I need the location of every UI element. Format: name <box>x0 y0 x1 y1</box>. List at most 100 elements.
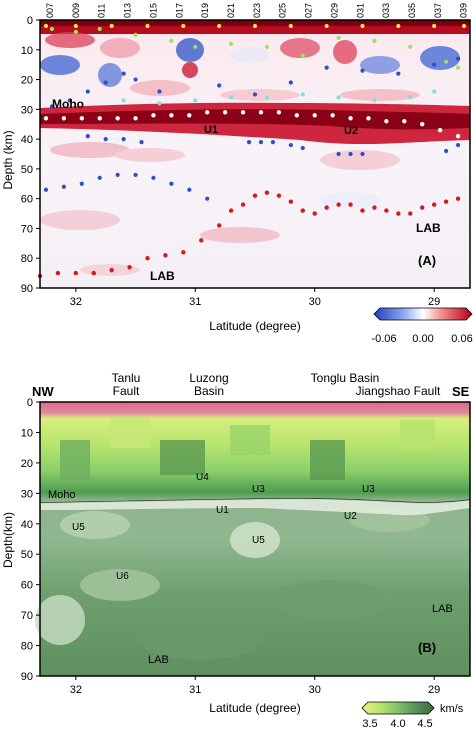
panel-b-velocity-anomalies <box>35 418 435 660</box>
panel-a-colorbar-tick: 0.00 <box>412 333 433 345</box>
panel-b-u5a-label: U5 <box>72 522 85 533</box>
interface-point <box>67 98 72 103</box>
interface-point <box>103 80 108 85</box>
panel-b-u3a-label: U3 <box>252 484 265 495</box>
panel-a-lab-right-label: LAB <box>416 221 441 235</box>
interface-point <box>360 151 365 157</box>
interface-point <box>43 187 49 192</box>
interface-point <box>121 137 126 142</box>
panel-b-ytick-label: 20 <box>21 458 33 470</box>
station-label: 015 <box>148 3 158 18</box>
interface-point <box>217 23 222 29</box>
panel-b-moho-label: Moho <box>48 489 76 501</box>
interface-point <box>396 71 401 76</box>
interface-point <box>157 101 162 106</box>
interface-point <box>79 181 84 186</box>
interface-point <box>288 142 293 148</box>
panel-b-lab-right-label: LAB <box>432 603 453 615</box>
panel-b-direction-se: SE <box>452 384 470 399</box>
lab-point <box>91 270 96 276</box>
panel-a-moho-label: Moho <box>52 97 84 111</box>
panel-b-ytick-label: 0 <box>27 397 33 409</box>
moho-point <box>258 110 264 115</box>
panel-b-ytick-label: 90 <box>21 671 33 683</box>
interface-point <box>109 23 114 29</box>
panel-b-ytick-label: 80 <box>21 641 33 653</box>
lab-point <box>264 190 270 195</box>
interface-point <box>336 95 341 100</box>
station-label: 027 <box>304 3 314 18</box>
lab-point <box>288 199 294 204</box>
lab-point <box>348 202 353 207</box>
panel-a-surface-top <box>40 20 470 26</box>
moho-point <box>348 116 353 121</box>
station-label: 007 <box>45 3 55 18</box>
panel-b-ylabel: Depth(km) <box>1 512 15 568</box>
interface-point <box>288 23 293 29</box>
panel-b-colorbar-tick: 3.5 <box>362 718 377 730</box>
panel-b-colorbar-tick: 4.0 <box>390 718 405 730</box>
panel-b-u4-label: U4 <box>196 472 209 483</box>
interface-point <box>432 62 437 67</box>
panel-a-colorbar-tick: 0.06 <box>451 333 472 345</box>
moho-point <box>79 116 85 121</box>
panel-b-ytick-label: 40 <box>21 519 33 531</box>
panel-a-ytick-label: 10 <box>21 45 33 57</box>
panel-a-u2-label: U2 <box>344 125 358 137</box>
lab-point <box>181 250 186 255</box>
lab-point <box>396 211 401 216</box>
panel-b-ytick-label: 50 <box>21 549 33 561</box>
panel-b-axes: 0 10 20 30 40 50 60 70 80 90 32 31 30 29 <box>21 397 441 696</box>
panel-a-xtick-label: 30 <box>309 296 321 308</box>
interface-point <box>360 68 365 73</box>
panel-a-frame <box>39 19 471 289</box>
moho-point <box>133 116 138 121</box>
interface-point <box>97 26 102 32</box>
interface-point <box>258 139 264 145</box>
interface-point <box>432 89 437 94</box>
panel-a-ytick-label: 30 <box>21 104 33 116</box>
interface-point <box>246 139 252 145</box>
panel-a-dots <box>37 23 467 279</box>
interface-point <box>169 181 174 186</box>
panel-b-u3b-label: U3 <box>362 484 375 495</box>
panel-a-station-labels: 007 009 011 013 015 017 019 021 023 025 027 029 031 0… <box>45 3 469 18</box>
panel-a-u1-label: U1 <box>204 124 218 136</box>
panel-b-feature-tanlu-1: Tanlu <box>112 371 141 385</box>
panel-b-u6-label: U6 <box>116 571 129 582</box>
lab-point <box>300 208 305 213</box>
interface-point <box>455 65 461 70</box>
moho-point <box>205 110 210 115</box>
interface-point <box>229 41 234 46</box>
interface-point <box>444 59 449 64</box>
panel-a-lab-left-label: LAB <box>150 269 175 283</box>
moho-point <box>240 110 246 115</box>
interface-point <box>73 23 78 29</box>
interface-point <box>229 95 234 100</box>
lab-point <box>163 253 168 258</box>
panel-b-xtick-label: 32 <box>70 684 82 696</box>
station-label: 017 <box>174 3 184 18</box>
interface-point <box>336 35 341 40</box>
station-label: 025 <box>278 3 288 18</box>
panel-b-colorbar-unit: km/s <box>440 703 464 715</box>
lab-point <box>312 211 317 216</box>
panel-b-frame <box>39 401 471 677</box>
interface-point <box>455 56 461 61</box>
panel-a-xtick-label: 29 <box>428 296 440 308</box>
panel-a-colorbar-tick: -0.06 <box>371 333 396 345</box>
panel-a-ytick-label: 50 <box>21 164 33 176</box>
panel-b-xtick-label: 31 <box>189 684 201 696</box>
panel-b-xtick-label: 30 <box>309 684 321 696</box>
moho-point <box>384 119 389 124</box>
panel-b-colorbar: 3.5 4.0 4.5 km/s <box>361 701 464 730</box>
lab-point <box>455 196 461 201</box>
lab-point <box>252 193 258 198</box>
lab-point <box>228 208 234 213</box>
moho-point <box>312 113 317 118</box>
moho-point <box>187 113 192 118</box>
lab-point <box>443 199 449 204</box>
interface-point <box>444 148 449 154</box>
interface-point <box>205 196 210 201</box>
lab-point <box>216 223 222 228</box>
